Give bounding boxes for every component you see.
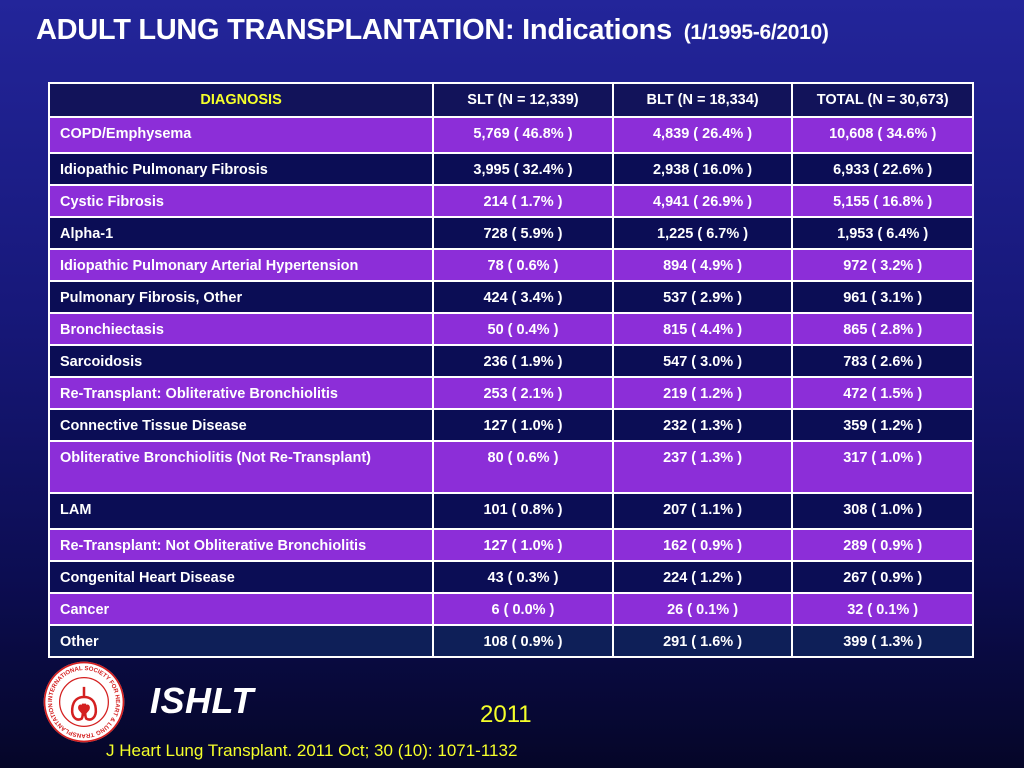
total-cell: 972 ( 3.2% ) <box>791 248 974 282</box>
total-cell: 399 ( 1.3% ) <box>791 624 974 658</box>
header-total: TOTAL (N = 30,673) <box>791 82 974 118</box>
header-diagnosis: DIAGNOSIS <box>47 82 435 118</box>
indications-table: DIAGNOSIS SLT (N = 12,339) BLT (N = 18,3… <box>47 82 974 658</box>
table-row: LAM 101 ( 0.8% ) 207 ( 1.1% ) 308 ( 1.0%… <box>47 492 974 530</box>
slt-cell: 50 ( 0.4% ) <box>432 312 614 346</box>
page-title: ADULT LUNG TRANSPLANTATION: Indications … <box>36 14 829 47</box>
blt-cell: 894 ( 4.9% ) <box>611 248 794 282</box>
diagnosis-cell: Idiopathic Pulmonary Arterial Hypertensi… <box>47 248 435 282</box>
title-date-range: (1/1995-6/2010) <box>683 21 829 44</box>
diagnosis-cell: Bronchiectasis <box>47 312 435 346</box>
blt-cell: 219 ( 1.2% ) <box>611 376 794 410</box>
blt-cell: 232 ( 1.3% ) <box>611 408 794 442</box>
table-header-row: DIAGNOSIS SLT (N = 12,339) BLT (N = 18,3… <box>47 82 974 118</box>
slt-cell: 127 ( 1.0% ) <box>432 408 614 442</box>
total-cell: 472 ( 1.5% ) <box>791 376 974 410</box>
slt-cell: 728 ( 5.9% ) <box>432 216 614 250</box>
diagnosis-cell: Pulmonary Fibrosis, Other <box>47 280 435 314</box>
blt-cell: 4,839 ( 26.4% ) <box>611 116 794 154</box>
table-row: Idiopathic Pulmonary Fibrosis 3,995 ( 32… <box>47 152 974 186</box>
diagnosis-cell: Alpha-1 <box>47 216 435 250</box>
total-cell: 308 ( 1.0% ) <box>791 492 974 530</box>
ishlt-logo: INTERNATIONAL SOCIETY FOR HEART & LUNG T… <box>43 661 125 743</box>
table-row: Connective Tissue Disease 127 ( 1.0% ) 2… <box>47 408 974 442</box>
table-row: COPD/Emphysema 5,769 ( 46.8% ) 4,839 ( 2… <box>47 116 974 154</box>
blt-cell: 537 ( 2.9% ) <box>611 280 794 314</box>
diagnosis-cell: Re-Transplant: Obliterative Bronchioliti… <box>47 376 435 410</box>
diagnosis-cell: LAM <box>47 492 435 530</box>
table-row: Alpha-1 728 ( 5.9% ) 1,225 ( 6.7% ) 1,95… <box>47 216 974 250</box>
slt-cell: 78 ( 0.6% ) <box>432 248 614 282</box>
table-row: Idiopathic Pulmonary Arterial Hypertensi… <box>47 248 974 282</box>
table-row: Sarcoidosis 236 ( 1.9% ) 547 ( 3.0% ) 78… <box>47 344 974 378</box>
diagnosis-cell: Re-Transplant: Not Obliterative Bronchio… <box>47 528 435 562</box>
slt-cell: 5,769 ( 46.8% ) <box>432 116 614 154</box>
table-row: Obliterative Bronchiolitis (Not Re-Trans… <box>47 440 974 494</box>
header-blt: BLT (N = 18,334) <box>611 82 794 118</box>
slt-cell: 3,995 ( 32.4% ) <box>432 152 614 186</box>
total-cell: 267 ( 0.9% ) <box>791 560 974 594</box>
table-row: Re-Transplant: Obliterative Bronchioliti… <box>47 376 974 410</box>
total-cell: 10,608 ( 34.6% ) <box>791 116 974 154</box>
diagnosis-cell: Congenital Heart Disease <box>47 560 435 594</box>
blt-cell: 224 ( 1.2% ) <box>611 560 794 594</box>
diagnosis-cell: Connective Tissue Disease <box>47 408 435 442</box>
diagnosis-cell: Idiopathic Pulmonary Fibrosis <box>47 152 435 186</box>
slt-cell: 236 ( 1.9% ) <box>432 344 614 378</box>
diagnosis-cell: Sarcoidosis <box>47 344 435 378</box>
table-row: Bronchiectasis 50 ( 0.4% ) 815 ( 4.4% ) … <box>47 312 974 346</box>
slt-cell: 127 ( 1.0% ) <box>432 528 614 562</box>
year-label: 2011 <box>480 701 532 728</box>
slt-cell: 6 ( 0.0% ) <box>432 592 614 626</box>
title-main: ADULT LUNG TRANSPLANTATION: Indications <box>36 14 672 46</box>
slt-cell: 43 ( 0.3% ) <box>432 560 614 594</box>
blt-cell: 26 ( 0.1% ) <box>611 592 794 626</box>
diagnosis-cell: Cancer <box>47 592 435 626</box>
slt-cell: 424 ( 3.4% ) <box>432 280 614 314</box>
org-name: ISHLT <box>150 680 254 721</box>
table-row: Re-Transplant: Not Obliterative Bronchio… <box>47 528 974 562</box>
diagnosis-cell: Cystic Fibrosis <box>47 184 435 218</box>
total-cell: 783 ( 2.6% ) <box>791 344 974 378</box>
diagnosis-cell: Obliterative Bronchiolitis (Not Re-Trans… <box>47 440 435 494</box>
table-row: Other 108 ( 0.9% ) 291 ( 1.6% ) 399 ( 1.… <box>47 624 974 658</box>
table-row: Pulmonary Fibrosis, Other 424 ( 3.4% ) 5… <box>47 280 974 314</box>
total-cell: 5,155 ( 16.8% ) <box>791 184 974 218</box>
total-cell: 865 ( 2.8% ) <box>791 312 974 346</box>
slt-cell: 80 ( 0.6% ) <box>432 440 614 494</box>
blt-cell: 162 ( 0.9% ) <box>611 528 794 562</box>
blt-cell: 291 ( 1.6% ) <box>611 624 794 658</box>
table-row: Congenital Heart Disease 43 ( 0.3% ) 224… <box>47 560 974 594</box>
diagnosis-cell: COPD/Emphysema <box>47 116 435 154</box>
table-row: Cystic Fibrosis 214 ( 1.7% ) 4,941 ( 26.… <box>47 184 974 218</box>
diagnosis-cell: Other <box>47 624 435 658</box>
citation: J Heart Lung Transplant. 2011 Oct; 30 (1… <box>106 741 518 760</box>
total-cell: 961 ( 3.1% ) <box>791 280 974 314</box>
slt-cell: 214 ( 1.7% ) <box>432 184 614 218</box>
total-cell: 289 ( 0.9% ) <box>791 528 974 562</box>
slt-cell: 253 ( 2.1% ) <box>432 376 614 410</box>
blt-cell: 1,225 ( 6.7% ) <box>611 216 794 250</box>
total-cell: 359 ( 1.2% ) <box>791 408 974 442</box>
total-cell: 6,933 ( 22.6% ) <box>791 152 974 186</box>
blt-cell: 815 ( 4.4% ) <box>611 312 794 346</box>
total-cell: 1,953 ( 6.4% ) <box>791 216 974 250</box>
table-row: Cancer 6 ( 0.0% ) 26 ( 0.1% ) 32 ( 0.1% … <box>47 592 974 626</box>
blt-cell: 207 ( 1.1% ) <box>611 492 794 530</box>
total-cell: 32 ( 0.1% ) <box>791 592 974 626</box>
blt-cell: 547 ( 3.0% ) <box>611 344 794 378</box>
blt-cell: 2,938 ( 16.0% ) <box>611 152 794 186</box>
blt-cell: 237 ( 1.3% ) <box>611 440 794 494</box>
header-slt: SLT (N = 12,339) <box>432 82 614 118</box>
slt-cell: 101 ( 0.8% ) <box>432 492 614 530</box>
blt-cell: 4,941 ( 26.9% ) <box>611 184 794 218</box>
slt-cell: 108 ( 0.9% ) <box>432 624 614 658</box>
total-cell: 317 ( 1.0% ) <box>791 440 974 494</box>
